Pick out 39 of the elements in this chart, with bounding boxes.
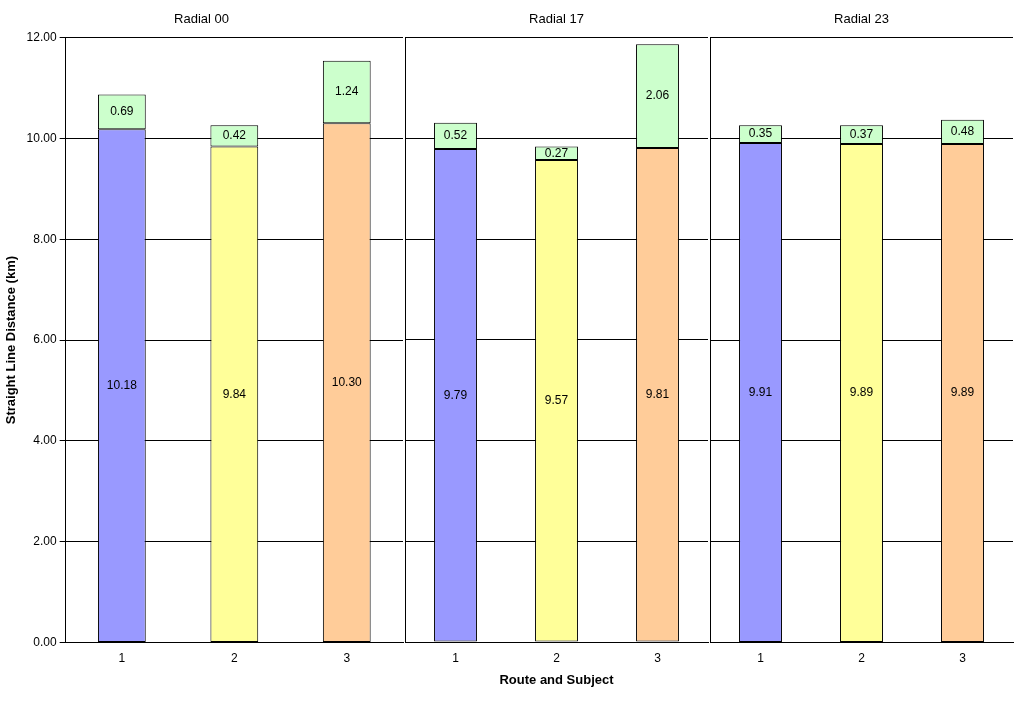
y-tick-label: 12.00 <box>26 29 57 44</box>
data-label: 0.42 <box>222 128 247 143</box>
x-tick-label: 1 <box>118 651 126 666</box>
x-tick-label: 2 <box>858 651 866 666</box>
data-label: 0.27 <box>544 145 569 160</box>
data-label: 9.89 <box>950 385 975 400</box>
y-axis-title: Straight Line Distance (km) <box>3 255 19 425</box>
data-label: 2.06 <box>645 88 670 103</box>
y-tick-label: 4.00 <box>33 433 57 448</box>
x-tick-label: 3 <box>654 650 662 665</box>
data-label: 0.37 <box>849 126 874 141</box>
x-tick-label: 2 <box>553 650 561 665</box>
x-tick-label: 1 <box>452 650 460 665</box>
y-tick-label: 2.00 <box>33 534 57 549</box>
data-label: 9.84 <box>222 386 247 401</box>
x-tick-label: 3 <box>959 651 967 666</box>
y-tick-label: 8.00 <box>33 231 57 246</box>
data-label: 9.79 <box>443 387 468 402</box>
x-tick-label: 1 <box>757 651 765 666</box>
data-label: 9.57 <box>544 393 569 408</box>
x-tick-label: 3 <box>343 651 351 666</box>
y-tick-label: 6.00 <box>33 332 57 347</box>
chart-title: Radial 00 <box>174 11 229 27</box>
x-axis-title: Route and Subject <box>499 671 615 687</box>
data-label: 9.81 <box>645 387 670 402</box>
data-label: 0.48 <box>950 124 975 139</box>
chart-title: Radial 17 <box>529 11 584 27</box>
data-label: 0.69 <box>110 104 134 119</box>
data-label: 10.30 <box>331 375 363 390</box>
data-label: 0.35 <box>748 126 773 141</box>
chart-title: Radial 23 <box>834 11 889 27</box>
data-label: 9.91 <box>748 384 773 399</box>
data-label: 1.24 <box>335 84 359 99</box>
data-label: 10.18 <box>106 378 138 393</box>
data-label: 0.52 <box>443 128 468 143</box>
y-tick-label: 0.00 <box>33 634 57 649</box>
y-tick-label: 10.00 <box>26 130 57 145</box>
x-tick-label: 2 <box>230 651 238 666</box>
data-label: 9.89 <box>849 385 874 400</box>
